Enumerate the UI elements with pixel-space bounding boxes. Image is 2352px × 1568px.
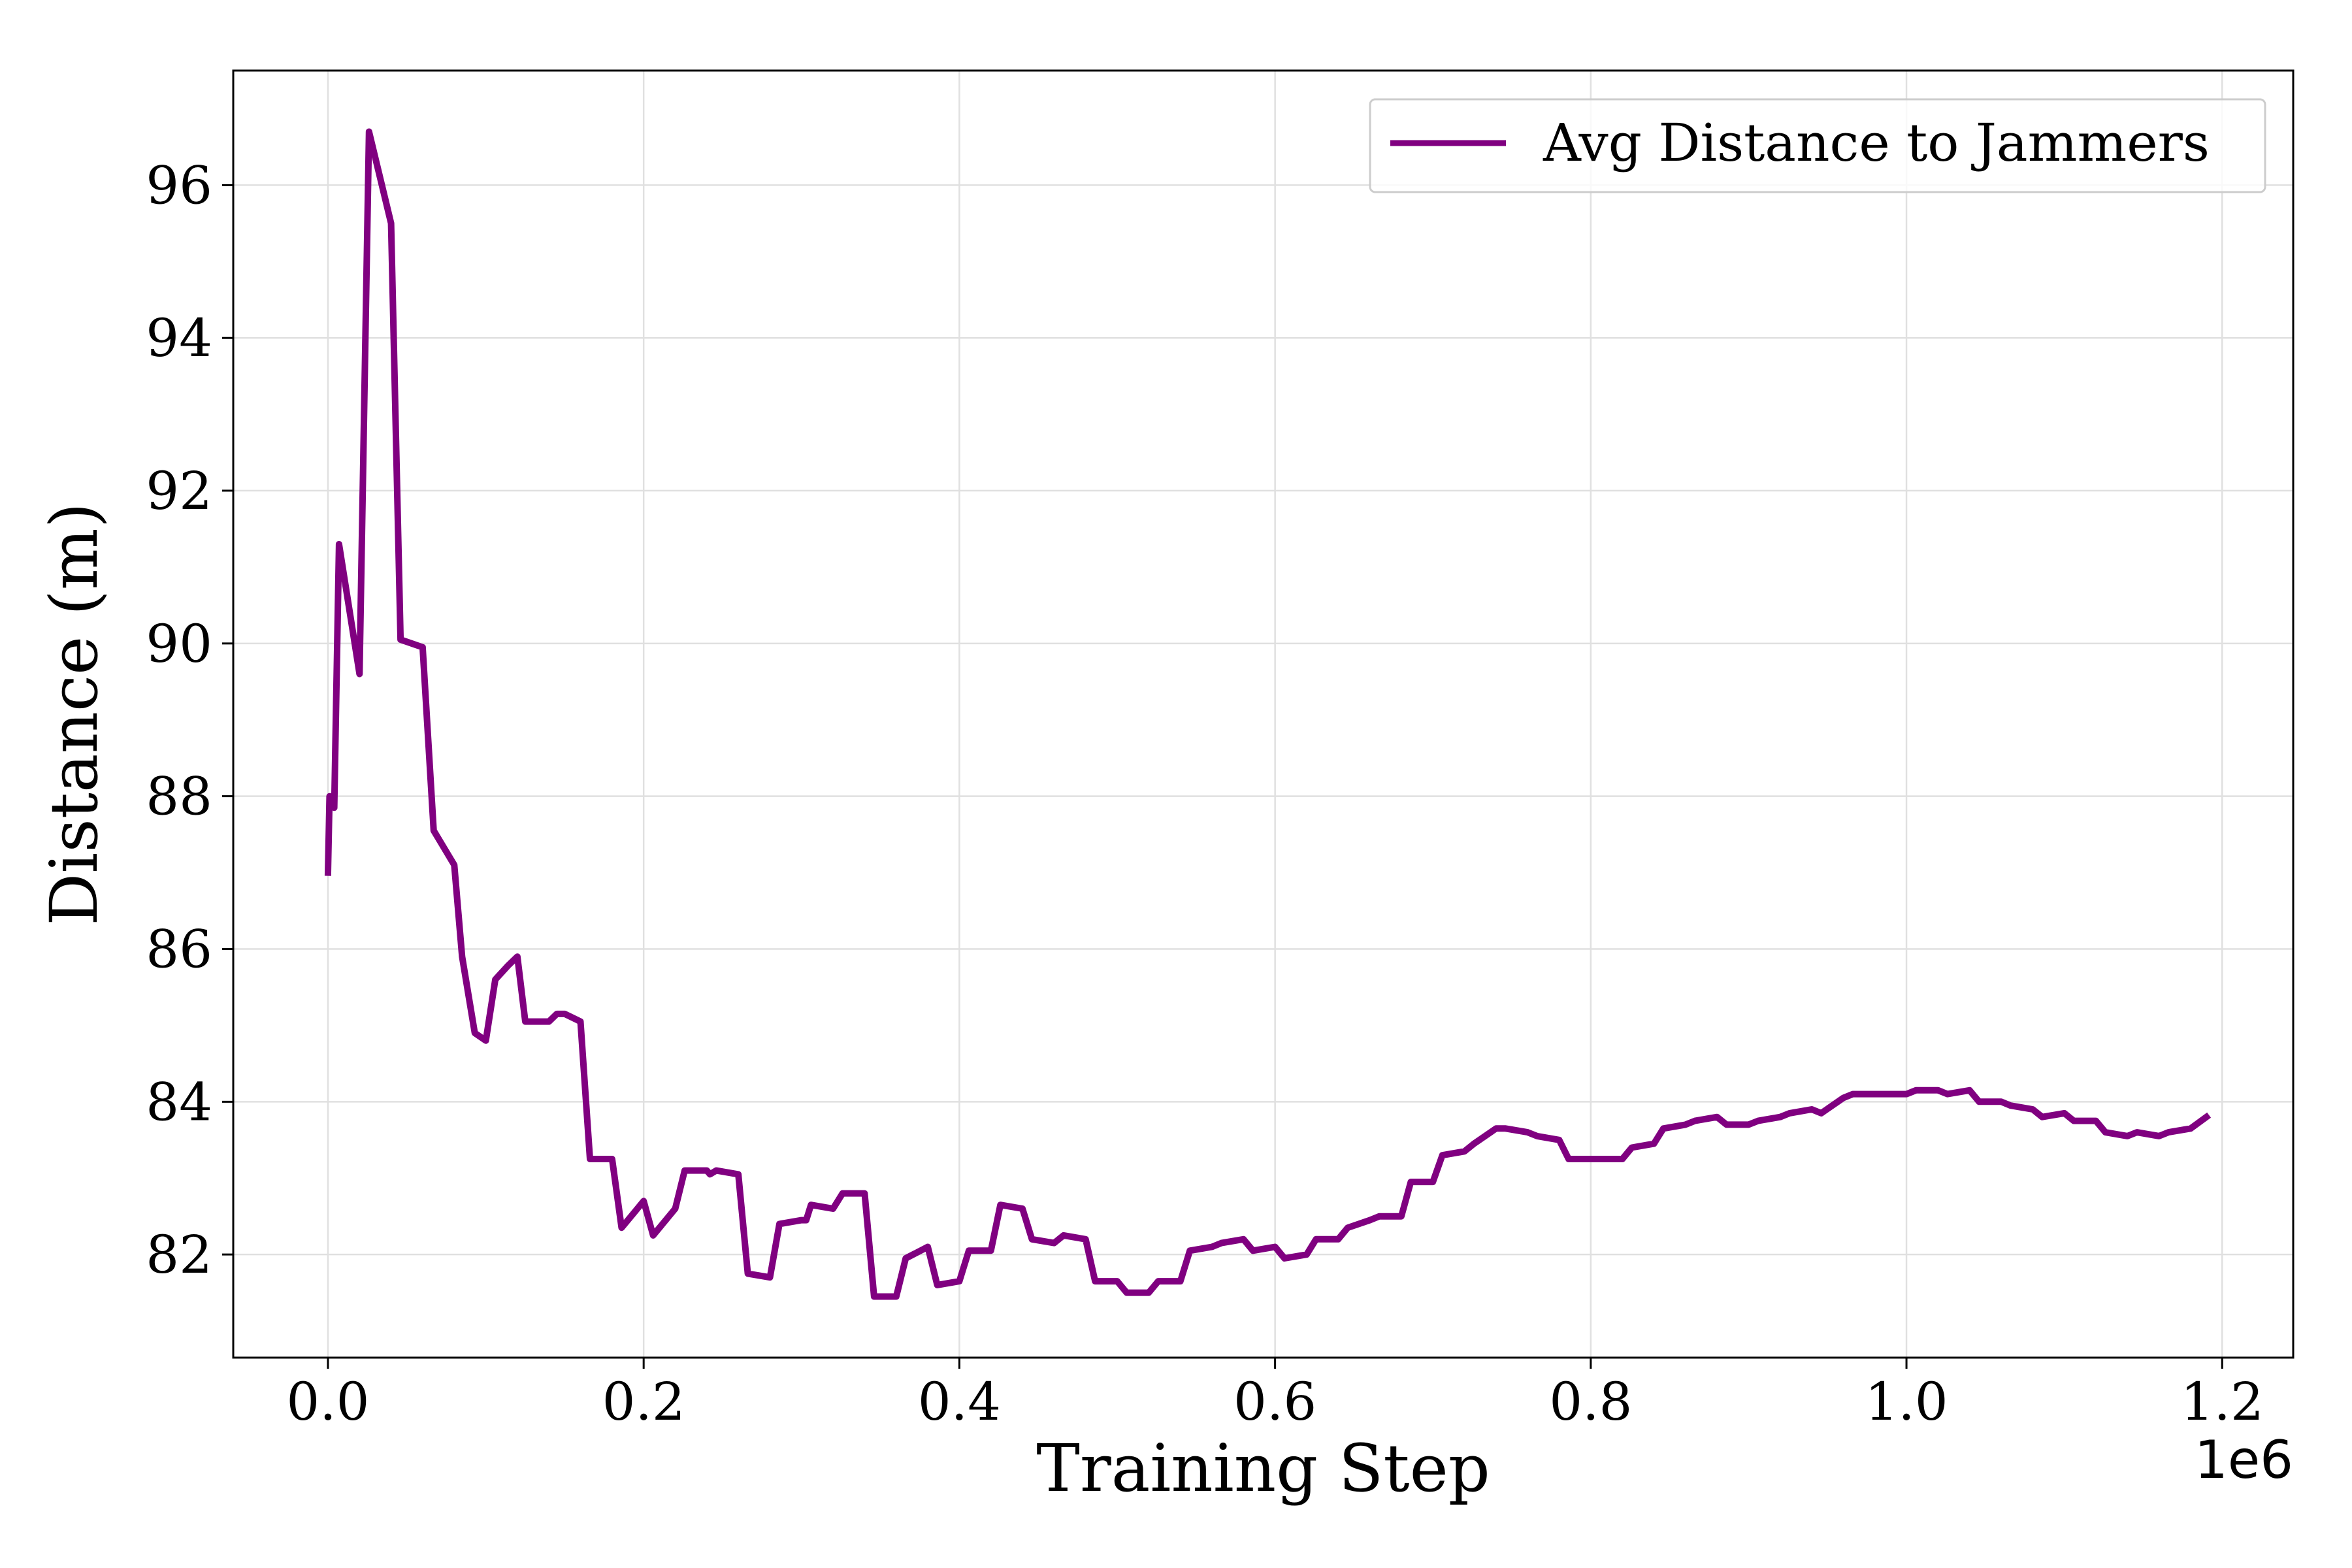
y-tick-label: 94 (146, 308, 212, 368)
legend-label: Avg Distance to Jammers (1543, 112, 2210, 173)
axis-ticks: 0.0 0.2 0.4 0.6 0.8 1.0 1.2 82 84 86 88 90 92 94 96 (146, 155, 2264, 1432)
x-tick-label: 0.6 (1233, 1371, 1316, 1432)
y-tick-label: 96 (146, 155, 212, 216)
y-tick-label: 82 (146, 1224, 212, 1285)
y-tick-label: 84 (146, 1071, 212, 1132)
y-tick-label: 90 (146, 613, 212, 674)
x-tick-label: 1.0 (1865, 1371, 1948, 1432)
y-tick-label: 88 (146, 766, 212, 827)
legend-box (1369, 98, 2266, 193)
y-axis-title: Distance (m) (36, 502, 112, 926)
x-axis-offset-label: 1e6 (2195, 1429, 2293, 1490)
x-tick-label: 0.8 (1549, 1371, 1632, 1432)
legend: Avg Distance to Jammers (1369, 98, 2266, 193)
series-line (324, 128, 2212, 1300)
x-tick-label: 0.0 (286, 1371, 369, 1432)
x-axis-title: Training Step (1036, 1430, 1490, 1507)
y-tick-label: 92 (146, 461, 212, 521)
grid-lines (233, 71, 2293, 1358)
x-tick-label: 0.4 (918, 1371, 1001, 1432)
y-tick-label: 86 (146, 919, 212, 980)
x-tick-label: 0.2 (602, 1371, 685, 1432)
x-tick-label: 1.2 (2181, 1371, 2264, 1432)
series-layer (324, 128, 2212, 1300)
plot-frame (232, 69, 2295, 1359)
